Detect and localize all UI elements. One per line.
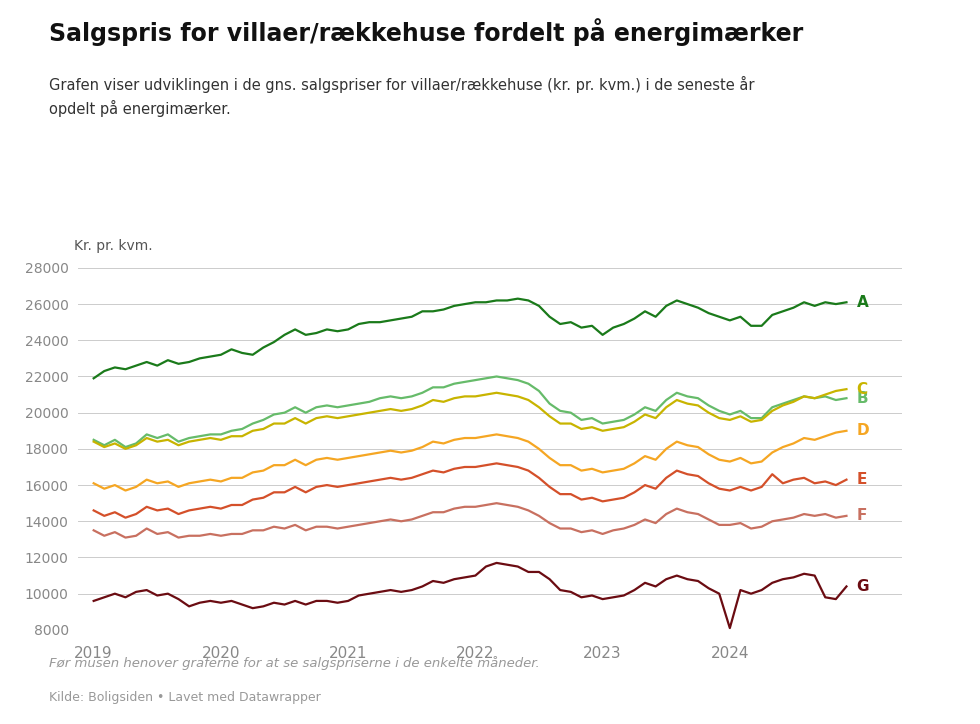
Text: Kilde: Boligsiden • Lavet med Datawrapper: Kilde: Boligsiden • Lavet med Datawrappe…	[49, 691, 320, 704]
Text: A: A	[857, 295, 868, 310]
Text: D: D	[857, 424, 869, 438]
Text: F: F	[857, 508, 867, 523]
Text: Salgspris for villaer/rækkehuse fordelt på energimærker: Salgspris for villaer/rækkehuse fordelt …	[49, 18, 804, 46]
Text: Før musen henover graferne for at se salgspriserne i de enkelte måneder.: Før musen henover graferne for at se sal…	[49, 656, 540, 670]
Text: B: B	[857, 391, 868, 405]
Text: Kr. pr. kvm.: Kr. pr. kvm.	[74, 240, 153, 253]
Text: G: G	[857, 579, 869, 594]
Text: C: C	[857, 382, 867, 397]
Text: E: E	[857, 472, 867, 487]
Text: Grafen viser udviklingen i de gns. salgspriser for villaer/rækkehuse (kr. pr. kv: Grafen viser udviklingen i de gns. salgs…	[49, 76, 755, 117]
